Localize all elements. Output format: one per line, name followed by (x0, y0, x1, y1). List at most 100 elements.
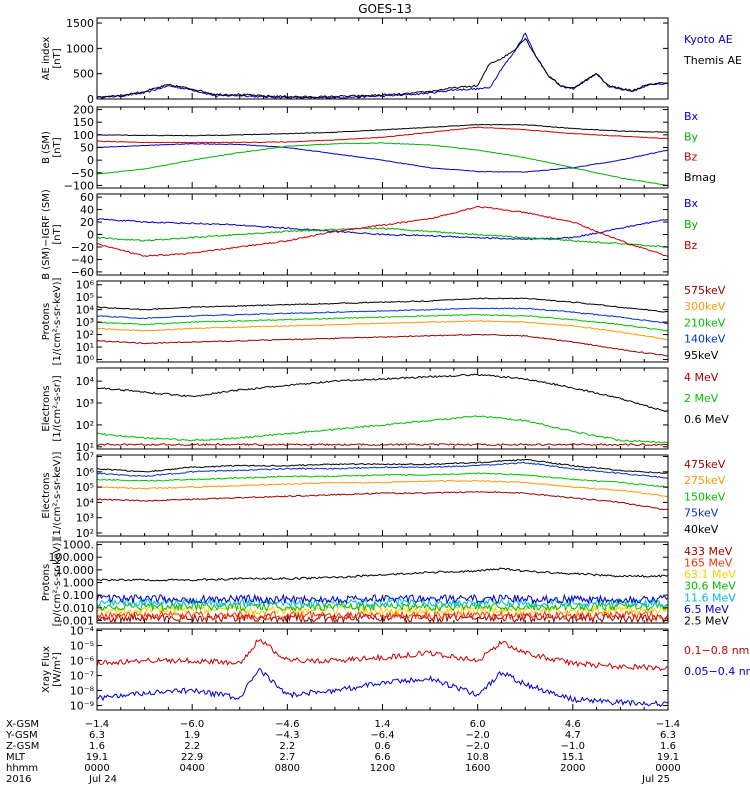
series-line-2-5-mev (97, 567, 668, 582)
ephemeris-value: −1.4 (656, 719, 680, 730)
ephemeris-value: −6.0 (180, 719, 204, 730)
y-axis-label: Electrons (41, 385, 52, 431)
y-tick-label: 150 (73, 116, 94, 129)
legend-entry: By (684, 130, 699, 143)
panel-frame (96, 367, 669, 450)
series-line-themis-ae (97, 37, 668, 99)
y-tick-label: 10⁴ (76, 496, 95, 509)
series-line-0-6-mev (97, 373, 668, 413)
y-axis-label: B (SM) (41, 131, 52, 164)
legend-entry: 150keV (684, 490, 726, 503)
y-tick-label: 10³ (76, 512, 94, 525)
y-axis-label: AE index (41, 37, 52, 81)
ephemeris-value: 1.9 (184, 730, 200, 741)
legend-entry: Bz (684, 151, 698, 164)
series-line-140kev (97, 307, 668, 324)
series-line-210kev (97, 313, 668, 332)
ephemeris-row-label: X-GSM (6, 719, 39, 730)
y-tick-label: 1500 (66, 17, 94, 30)
ephemeris-value: Jul 24 (88, 774, 117, 785)
legend-entry: 95keV (684, 349, 719, 362)
series-line-bz (97, 205, 668, 258)
y-tick-label: 10⁻⁹ (70, 700, 94, 713)
panel-0: 1500 1000 500 0 AE index [nT] Kyoto AE Themis A… (41, 17, 742, 106)
y-tick-label: 10⁰ (76, 354, 95, 367)
series-line-by (97, 227, 668, 248)
series-line-95kev (97, 297, 668, 313)
ephemeris-row-label: hhmm (6, 763, 38, 774)
y-tick-label: 50 (80, 142, 94, 155)
ephemeris-value: 2000 (560, 763, 585, 774)
ephemeris-value: 6.0 (470, 719, 486, 730)
y-axis-label: [p/(cm²-s-sr-keV)] (52, 539, 63, 627)
legend-entry: 40keV (684, 523, 719, 536)
ephemeris-value: −1.0 (561, 741, 585, 752)
y-tick-label: 10¹ (76, 341, 94, 354)
ephemeris-value: −4.3 (275, 730, 299, 741)
y-axis-label: [nT] (52, 224, 63, 244)
y-tick-label: 100 (73, 129, 94, 142)
legend-entry: 300keV (684, 300, 726, 313)
ephemeris-value: 1.6 (660, 741, 676, 752)
legend-entry: 63.1 MeV (684, 568, 736, 581)
legend-entry: 30.6 MeV (684, 580, 736, 593)
ephemeris-value: −2.0 (466, 730, 490, 741)
legend-entry: 575keV (684, 284, 726, 297)
series-line-2-mev (97, 415, 668, 444)
ephemeris-value: 1.6 (89, 741, 105, 752)
series-line-150kev (97, 472, 668, 489)
y-tick-label: 10.000 (56, 564, 95, 577)
ephemeris-value: 15.1 (562, 752, 584, 763)
y-axis-label: [1/(cm²-s-sr-keV)] (52, 278, 63, 366)
series-line-bmag (97, 123, 668, 137)
y-tick-label: 1000. (63, 539, 95, 552)
ephemeris-value: 2.7 (279, 752, 295, 763)
legend-entry: 0.05−0.4 nm (684, 665, 750, 678)
panel-4: 10⁴ 10³ 10² 10¹ Electrons [1/(cm²-s-sr)] 4 MeV… (41, 367, 729, 454)
ephemeris-value: 19.1 (657, 752, 679, 763)
y-axis-label: [1/(cm²-s-sr)] (52, 375, 63, 441)
ephemeris-value: 2.2 (279, 741, 295, 752)
panel-6-series (97, 567, 668, 623)
legend-entry: 0.1−0.8 nm (684, 644, 749, 657)
legend-entry: 210keV (684, 316, 726, 329)
panel-7: 10⁻⁴ 10⁻⁵ 10⁻⁶ 10⁻⁷ 10⁻⁸ 10⁻⁹ Xray Flux [W/m²] 0… (41, 625, 750, 713)
ephemeris-value: 10.8 (467, 752, 489, 763)
y-tick-label: 1.000 (63, 577, 95, 590)
series-line-63-1-mev (97, 604, 668, 617)
y-tick-label: 10⁶ (76, 466, 95, 479)
y-tick-label: 1000 (66, 42, 94, 55)
ephemeris-value: −1.4 (85, 719, 109, 730)
ephemeris-value: Jul 25 (641, 774, 670, 785)
legend-entry: 6.5 MeV (684, 603, 729, 616)
y-tick-label: 10³ (76, 397, 94, 410)
ephemeris-value: 0800 (275, 763, 300, 774)
y-tick-label: 0.010 (63, 602, 95, 615)
ephemeris-value: 4.7 (565, 730, 581, 741)
y-tick-label: 10⁵ (76, 481, 94, 494)
panel-1-series (97, 123, 668, 186)
panel-5-series (97, 458, 668, 511)
ephemeris-value: 0400 (179, 763, 204, 774)
legend-entry: 0.6 MeV (684, 413, 729, 426)
y-tick-label: −100 (64, 179, 94, 192)
panel-3-series (97, 297, 668, 357)
ephemeris-value: 6.3 (660, 730, 676, 741)
legend-entry: Themis AE (683, 54, 742, 67)
y-tick-label: 10² (76, 419, 94, 432)
ephemeris-value: 22.9 (181, 752, 203, 763)
series-line-0-05-0-4-nm (97, 667, 668, 708)
ephemeris-value: 4.6 (565, 719, 581, 730)
ephemeris-row-label: 2016 (6, 774, 31, 785)
series-line-kyoto-ae (97, 32, 668, 99)
legend-entry: 475keV (684, 458, 726, 471)
legend-entry: 2.5 MeV (684, 614, 729, 627)
legend-entry: 11.6 MeV (684, 591, 736, 604)
y-axis-label: [nT] (52, 137, 63, 157)
series-line-0-1-0-8-nm (97, 638, 668, 672)
series-line-bx (97, 218, 668, 241)
series-line-bx (97, 142, 668, 173)
